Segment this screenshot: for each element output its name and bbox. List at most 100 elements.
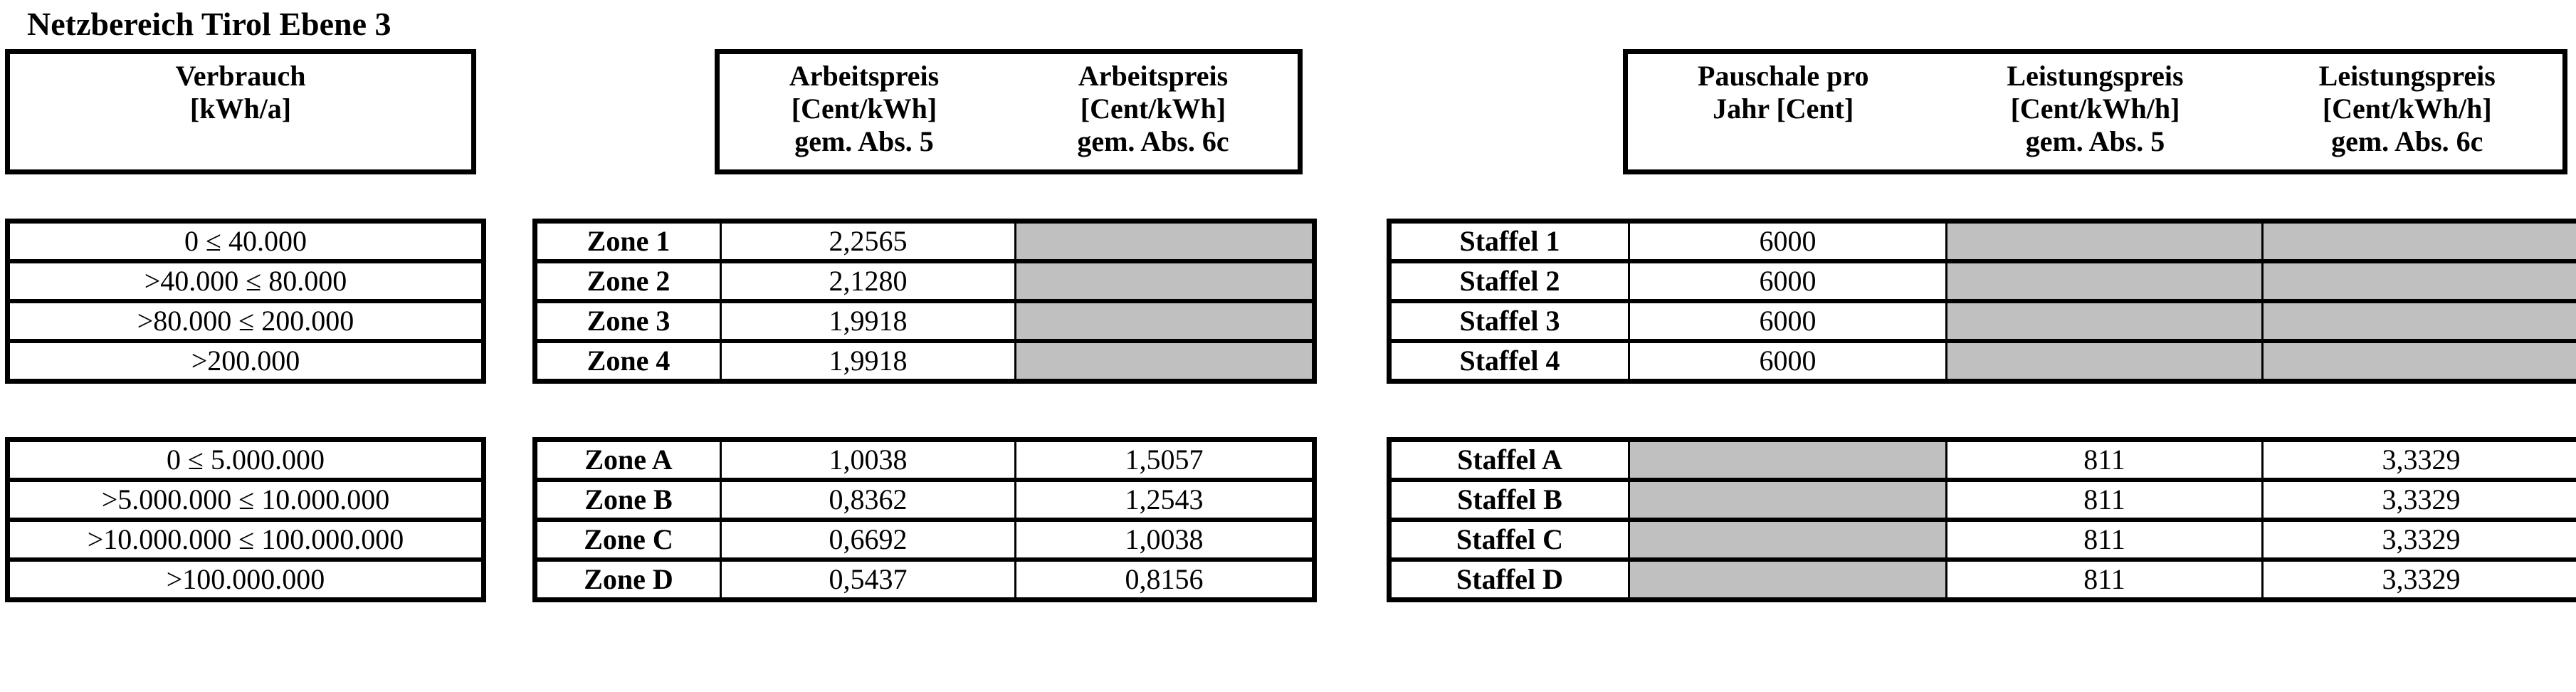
cell-pauschale [1628, 437, 1947, 482]
table-row: 0 ≤ 5.000.000 [6, 437, 485, 482]
cell-staffel: Staffel B [1388, 478, 1630, 522]
header-line: Verbrauch [175, 60, 306, 92]
cell-staffel: Staffel 1 [1388, 219, 1630, 263]
cell-pauschale [1628, 518, 1947, 562]
cell-lp5 [1945, 299, 2264, 343]
block1-table-1: 0 ≤ 40.000 >40.000 ≤ 80.000 >80.000 ≤ 200.… [5, 219, 486, 384]
table-row: >40.000 ≤ 80.000 [6, 259, 485, 303]
cell-staffel: Staffel D [1388, 557, 1630, 602]
table-row: Staffel B 811 3,3329 [1388, 478, 2576, 522]
header-line: gem. Abs. 5 [794, 125, 934, 157]
cell-lp5 [1945, 259, 2264, 303]
cell-verbrauch: >40.000 ≤ 80.000 [6, 259, 485, 303]
table-row: >100.000.000 [6, 557, 485, 602]
cell-zone: Zone C [534, 518, 722, 562]
cell-verbrauch: >10.000.000 ≤ 100.000.000 [6, 518, 485, 562]
cell-lp6c [2261, 339, 2576, 384]
cell-lp5 [1945, 219, 2264, 263]
table-row: Zone D 0,5437 0,8156 [534, 557, 1315, 602]
cell-staffel: Staffel 3 [1388, 299, 1630, 343]
cell-ap5: 1,0038 [720, 437, 1016, 482]
cell-verbrauch: >5.000.000 ≤ 10.000.000 [6, 478, 485, 522]
cell-zone: Zone D [534, 557, 722, 602]
cell-ap5: 1,9918 [720, 339, 1016, 384]
cell-staffel: Staffel 4 [1388, 339, 1630, 384]
table-row: Staffel A 811 3,3329 [1388, 437, 2576, 482]
cell-zone: Zone B [534, 478, 722, 522]
block1-table-2: Zone 1 2,2565 Zone 2 2,1280 Zone 3 1,9918 Zone… [532, 219, 1317, 384]
header-cell-arbeitspreis-5: Arbeitspreis [Cent/kWh] gem. Abs. 5 [717, 52, 1009, 172]
cell-lp5 [1945, 339, 2264, 384]
cell-ap5: 2,1280 [720, 259, 1016, 303]
table-row: Staffel 3 6000 [1388, 299, 2576, 343]
block2-table-1: 0 ≤ 5.000.000 >5.000.000 ≤ 10.000.000 >10.… [5, 437, 486, 602]
header-cell-leistungspreis-5: Leistungspreis [Cent/kWh/h] gem. Abs. 5 [1939, 52, 2252, 172]
cell-verbrauch: >80.000 ≤ 200.000 [6, 299, 485, 343]
table-row: >200.000 [6, 339, 485, 384]
cell-zone: Zone A [534, 437, 722, 482]
cell-pauschale: 6000 [1628, 339, 1947, 384]
table-row: Staffel 1 6000 [1388, 219, 2576, 263]
cell-lp6c: 3,3329 [2261, 478, 2576, 522]
block1-table-3: Staffel 1 6000 Staffel 2 6000 Staffel 3 6000 S… [1387, 219, 2576, 384]
header-cell-pauschale: Pauschale pro Jahr [Cent] [1626, 52, 1939, 172]
table-row: Zone 1 2,2565 [534, 219, 1315, 263]
cell-staffel: Staffel 2 [1388, 259, 1630, 303]
table-row: Zone B 0,8362 1,2543 [534, 478, 1315, 522]
header-line: Arbeitspreis [1078, 60, 1229, 92]
header-arbeitspreis: Arbeitspreis [Cent/kWh] gem. Abs. 5 Arbe… [715, 49, 1303, 174]
cell-zone: Zone 4 [534, 339, 722, 384]
table-row: Zone 4 1,9918 [534, 339, 1315, 384]
header-line: Pauschale pro [1698, 60, 1869, 92]
table-row: Staffel D 811 3,3329 [1388, 557, 2576, 602]
cell-ap6c [1014, 299, 1315, 343]
cell-ap5: 0,8362 [720, 478, 1016, 522]
header-cell-arbeitspreis-6c: Arbeitspreis [Cent/kWh] gem. Abs. 6c [1009, 52, 1300, 172]
cell-pauschale [1628, 557, 1947, 602]
cell-lp6c: 3,3329 [2261, 518, 2576, 562]
header-line: Leistungspreis [2007, 60, 2184, 92]
cell-ap6c: 1,2543 [1014, 478, 1315, 522]
cell-zone: Zone 1 [534, 219, 722, 263]
cell-lp6c [2261, 219, 2576, 263]
cell-ap5: 0,6692 [720, 518, 1016, 562]
cell-lp5: 811 [1945, 518, 2264, 562]
cell-verbrauch: 0 ≤ 5.000.000 [6, 437, 485, 482]
cell-staffel: Staffel A [1388, 437, 1630, 482]
header-verbrauch: Verbrauch [kWh/a] [5, 49, 476, 174]
table-row: Zone 3 1,9918 [534, 299, 1315, 343]
header-line: gem. Abs. 6c [2331, 125, 2483, 157]
page-title: Netzbereich Tirol Ebene 3 [27, 6, 391, 42]
header-line: gem. Abs. 6c [1077, 125, 1229, 157]
cell-ap5: 2,2565 [720, 219, 1016, 263]
cell-pauschale [1628, 478, 1947, 522]
cell-lp6c [2261, 299, 2576, 343]
cell-lp6c: 3,3329 [2261, 437, 2576, 482]
table-row: Zone 2 2,1280 [534, 259, 1315, 303]
block2-table-2: Zone A 1,0038 1,5057 Zone B 0,8362 1,2543 Zone… [532, 437, 1317, 602]
header-line: [Cent/kWh/h] [2010, 93, 2180, 125]
header-leistungspreis: Pauschale pro Jahr [Cent] Leistungspreis… [1623, 49, 2567, 174]
cell-lp6c: 3,3329 [2261, 557, 2576, 602]
table-row: Staffel 2 6000 [1388, 259, 2576, 303]
cell-zone: Zone 3 [534, 299, 722, 343]
cell-lp5: 811 [1945, 478, 2264, 522]
header-line: Arbeitspreis [789, 60, 940, 92]
table-row: >80.000 ≤ 200.000 [6, 299, 485, 343]
header-line: [Cent/kWh] [791, 93, 937, 125]
cell-ap5: 0,5437 [720, 557, 1016, 602]
cell-pauschale: 6000 [1628, 219, 1947, 263]
cell-verbrauch: 0 ≤ 40.000 [6, 219, 485, 263]
table-row: Zone A 1,0038 1,5057 [534, 437, 1315, 482]
header-line: [Cent/kWh] [1080, 93, 1226, 125]
cell-ap6c: 1,0038 [1014, 518, 1315, 562]
cell-lp5: 811 [1945, 557, 2264, 602]
table-row: 0 ≤ 40.000 [6, 219, 485, 263]
header-line: [Cent/kWh/h] [2322, 93, 2492, 125]
cell-ap6c: 1,5057 [1014, 437, 1315, 482]
cell-lp6c [2261, 259, 2576, 303]
table-row: Staffel 4 6000 [1388, 339, 2576, 384]
header-line: Leistungspreis [2318, 60, 2496, 92]
header-line: Jahr [Cent] [1713, 93, 1854, 125]
header-line: gem. Abs. 5 [2025, 125, 2165, 157]
